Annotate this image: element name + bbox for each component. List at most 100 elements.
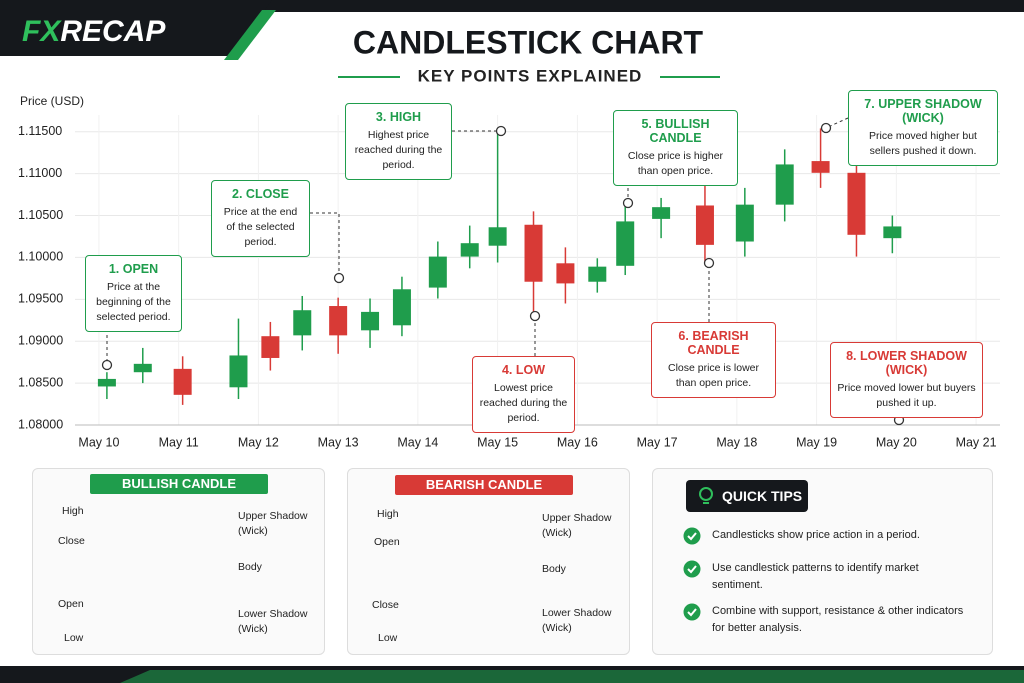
candle-body: [361, 311, 380, 331]
point-marker: [703, 257, 715, 269]
subtitle: KEY POINTS EXPLAINED: [418, 66, 643, 85]
label: Close: [58, 535, 85, 547]
label: Lower Shadow (Wick): [238, 608, 308, 635]
label: Low: [378, 632, 398, 644]
x-tick-label: May 15: [477, 435, 518, 449]
annotation-title: 4. LOW: [501, 363, 546, 377]
annotation: 8. LOWER SHADOW (WICK) Price moved lower …: [830, 342, 983, 418]
candle-body: [97, 378, 116, 387]
annotation-title: 2. CLOSE: [232, 187, 289, 201]
tips-header: QUICK TIPS: [686, 480, 808, 512]
point-marker: [101, 359, 113, 371]
check-mark: [687, 532, 697, 541]
brand: FXRECAP: [22, 15, 166, 48]
point-marker: [529, 310, 541, 322]
bulb: [699, 487, 713, 501]
candle-body: [173, 368, 192, 395]
y-tick-label: 1.10500: [18, 208, 63, 222]
point-marker: [820, 122, 832, 134]
annotation: 5. BULLISH CANDLE Close price is higher t…: [613, 110, 738, 186]
tip-text: Combine with support, resistance & other…: [712, 605, 964, 634]
annotation-title: 8. LOWER SHADOW (WICK): [846, 349, 967, 377]
annotation: 3. HIGH Highest price reached during the …: [345, 103, 452, 180]
point-marker: [622, 197, 634, 209]
point-marker: [333, 272, 345, 284]
x-tick-label: May 17: [637, 435, 678, 449]
label: Open: [374, 536, 400, 548]
candle-body: [811, 161, 830, 173]
candle-body: [392, 289, 411, 326]
annotation-text: Price moved higher but sellers pushed it…: [869, 130, 977, 157]
candle-body: [556, 263, 575, 284]
check-mark: [687, 565, 697, 574]
candle-body: [883, 226, 902, 239]
y-tick-label: 1.10000: [18, 250, 63, 264]
panel-title: BULLISH CANDLE: [90, 474, 268, 494]
check-icon: [683, 527, 701, 545]
logo-accent: [224, 10, 276, 60]
annotation: 7. UPPER SHADOW (WICK) Price moved higher…: [848, 90, 998, 166]
x-tick-label: May 16: [557, 435, 598, 449]
candle-body: [616, 221, 635, 266]
candle-body: [229, 355, 248, 388]
annotation: 2. CLOSE Price at the end of the selected…: [211, 180, 310, 257]
candle-body: [847, 172, 866, 235]
plot: 1.08000 1.08500 1.09000 1.09500 1.10000 1.105…: [18, 115, 1000, 449]
y-tick-label: 1.09000: [18, 334, 63, 348]
check-circle: [683, 560, 701, 578]
y-tick-label: 1.11500: [18, 124, 62, 138]
bottom-accent: [120, 670, 1024, 683]
annotation: 4. LOW Lowest price reached during the pe…: [472, 356, 575, 433]
check-mark: [687, 608, 697, 617]
tip-text: Candlesticks show price action in a peri…: [712, 529, 920, 541]
annotation-title: 3. HIGH: [375, 110, 422, 124]
annotation-title: 1. OPEN: [108, 262, 159, 276]
annotation: 1. OPEN Price at the beginning of the sel…: [85, 255, 182, 332]
annotation-title: 7. UPPER SHADOW (WICK): [864, 97, 982, 125]
annotation: 6. BEARISH CANDLE Close price is lower th…: [651, 322, 776, 398]
candle-body: [588, 266, 607, 282]
check-circle: [683, 527, 701, 545]
point-marker: [495, 125, 507, 137]
x-tick-label: May 12: [238, 435, 279, 449]
candle-body: [735, 204, 754, 242]
bullish-panel: [32, 468, 325, 655]
label: Upper Shadow (Wick): [238, 510, 308, 537]
label: Low: [64, 632, 84, 644]
bearish-panel: [347, 468, 630, 655]
x-tick-label: May 18: [716, 435, 757, 449]
label: Close: [372, 599, 399, 611]
logo-band: [0, 0, 272, 56]
y-tick-label: 1.11000: [18, 166, 62, 180]
label: Open: [58, 598, 84, 610]
annotation-title: 6. BEARISH CANDLE: [678, 329, 749, 357]
annotation-text: Lowest price reached during the period.: [479, 382, 568, 424]
brand-fx: FX: [22, 15, 62, 48]
candle-body: [133, 363, 152, 373]
label: High: [62, 505, 84, 517]
candle-body: [293, 310, 312, 336]
candle-body: [775, 164, 794, 205]
x-tick-label: May 14: [397, 435, 438, 449]
candle-body: [428, 256, 447, 288]
y-tick-label: 1.09500: [18, 292, 63, 306]
tip-text: Use candlestick patterns to identify mar…: [712, 562, 919, 591]
label: Lower Shadow (Wick): [542, 607, 612, 634]
candle-body: [488, 227, 507, 246]
brand-recap: RECAP: [60, 15, 166, 48]
bulb-icon: [699, 487, 713, 504]
annotation-text: Close price is higher than open price.: [627, 150, 724, 177]
check-circle: [683, 603, 701, 621]
annotation-text: Price moved lower but buyers pushed it u…: [837, 382, 976, 409]
candle-body: [329, 306, 348, 336]
x-tick-label: May 11: [159, 435, 199, 449]
x-tick-label: May 21: [956, 435, 997, 449]
check-icon: [683, 560, 701, 578]
candle-body: [460, 243, 479, 257]
label: Body: [542, 563, 566, 575]
candle-body: [695, 205, 714, 245]
annotation-title: 5. BULLISH CANDLE: [641, 117, 710, 145]
annotation-text: Highest price reached during the period.: [354, 129, 443, 171]
x-tick-label: May 10: [78, 435, 119, 449]
